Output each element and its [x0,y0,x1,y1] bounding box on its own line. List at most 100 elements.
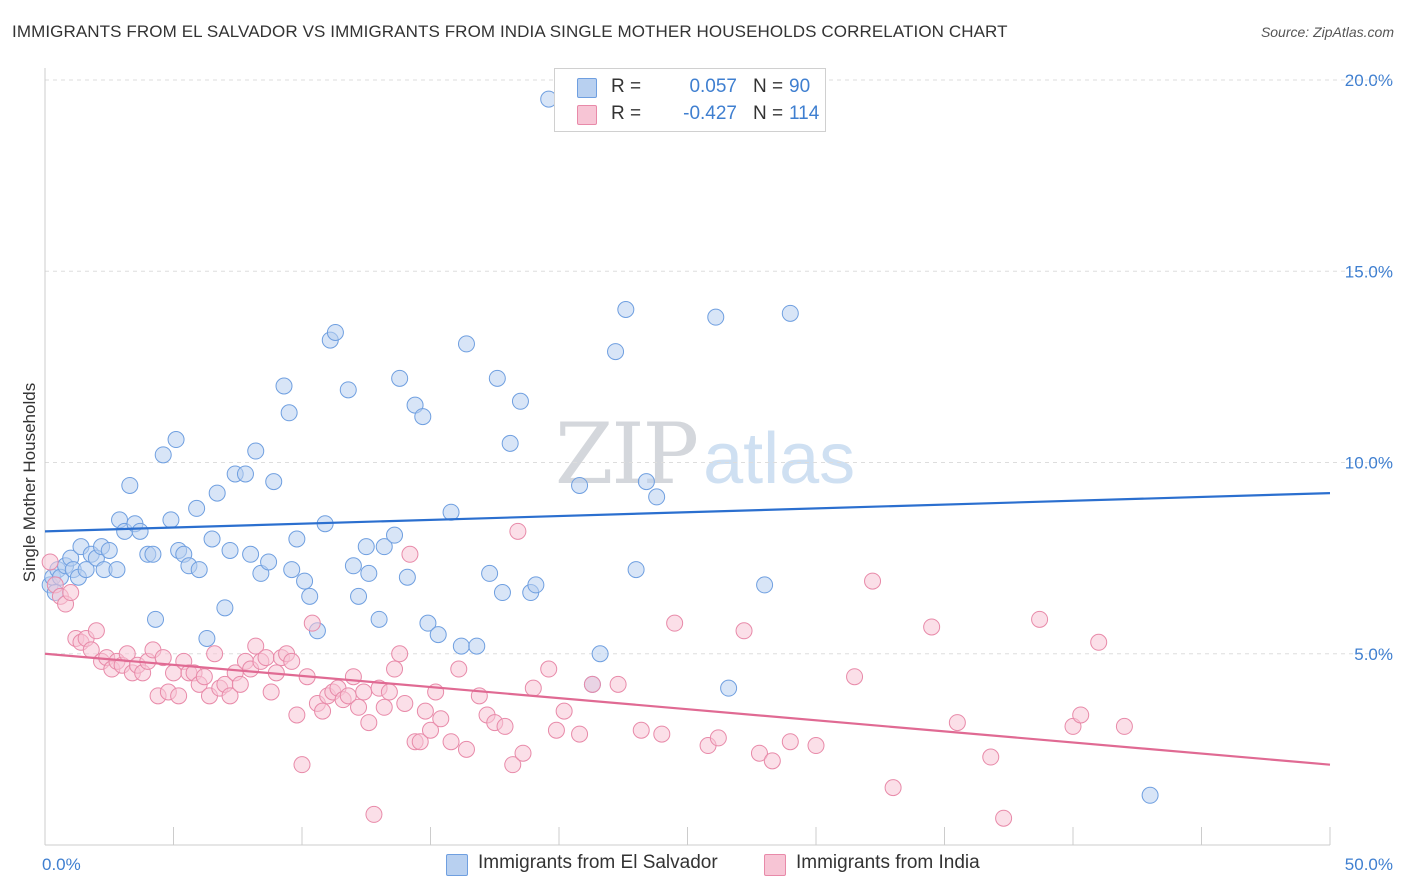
data-point [303,614,321,632]
data-point [735,622,753,640]
data-point [504,756,522,774]
data-point [846,668,864,686]
data-point [450,660,468,678]
data-point [571,476,589,494]
data-point [720,679,738,697]
data-point [344,668,362,686]
data-point [609,675,627,693]
data-point [1141,786,1159,804]
data-point [750,744,768,762]
data-point [257,649,275,667]
data-point [707,308,725,326]
data-point [375,538,393,556]
data-point [540,660,558,678]
data-point [398,568,416,586]
data-point [380,683,398,701]
bottom-legend-swatch-el-salvador [446,854,468,876]
data-point [357,538,375,556]
x-tick-label: 50.0% [1345,855,1393,874]
legend-n-value: 114 [789,103,820,124]
legend-r-label: R = [611,76,642,97]
data-point [493,584,511,602]
data-point [198,629,216,647]
data-point [571,725,589,743]
data-point [360,564,378,582]
bottom-legend-label-el-salvador: Immigrants from El Salvador [478,852,718,873]
data-point [288,706,306,724]
data-point [190,561,208,579]
data-point [1090,633,1108,651]
data-point [221,541,239,559]
data-point [527,576,545,594]
data-point [208,484,226,502]
data-point [144,545,162,563]
data-point [375,698,393,716]
data-point [231,675,249,693]
data-point [236,465,254,483]
data-point [1072,706,1090,724]
data-point [350,698,368,716]
data-point [391,645,409,663]
data-point [326,323,344,341]
legend-n-value: 90 [789,76,811,97]
data-point [147,610,165,628]
data-point [87,622,105,640]
data-point [781,733,799,751]
data-point [457,335,475,353]
data-point [262,683,280,701]
legend-n-label: N = [753,103,784,124]
y-tick-label: 10.0% [1345,454,1393,473]
legend-r-value: 0.057 [689,76,737,97]
data-point [627,561,645,579]
data-point [396,694,414,712]
legend-swatch-india [577,105,597,125]
data-point [265,473,283,491]
data-point [923,618,941,636]
data-point [288,530,306,548]
data-point [524,679,542,697]
data-point [807,737,825,755]
data-point [416,702,434,720]
data-point [884,779,902,797]
chart-title: IMMIGRANTS FROM EL SALVADOR VS IMMIGRANT… [12,22,1008,41]
data-point [419,614,437,632]
data-point [547,721,565,739]
series-el-salvador [41,90,1159,804]
data-point [203,530,221,548]
legend-n-label: N = [753,76,784,97]
data-point [864,572,882,590]
data-point [637,473,655,491]
data-point [154,649,172,667]
data-point [511,392,529,410]
data-point [280,404,298,422]
data-point [293,756,311,774]
legend-swatch-el-salvador [577,78,597,98]
data-point [162,511,180,529]
data-point [355,683,373,701]
data-point [501,434,519,452]
data-point [121,476,139,494]
y-tick-label: 5.0% [1354,645,1393,664]
data-point [488,369,506,387]
data-point [583,675,601,693]
data-point [242,545,260,563]
data-point [314,702,332,720]
data-point [131,522,149,540]
data-point [360,714,378,732]
data-point [154,446,172,464]
data-point [108,561,126,579]
source-credit: Source: ZipAtlas.com [1260,24,1394,40]
data-point [350,587,368,605]
data-point [781,304,799,322]
data-point [283,652,301,670]
data-point [632,721,650,739]
data-point [386,526,404,544]
legend-r-label: R = [611,103,642,124]
data-point [496,717,514,735]
data-point [555,702,573,720]
data-point [283,561,301,579]
data-point [442,733,460,751]
data-point [709,729,727,747]
data-point [948,714,966,732]
